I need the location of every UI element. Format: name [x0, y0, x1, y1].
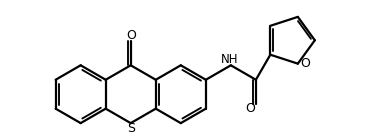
Text: O: O — [126, 29, 136, 42]
Text: S: S — [127, 122, 135, 135]
Text: O: O — [300, 57, 310, 70]
Text: NH: NH — [221, 53, 238, 66]
Text: O: O — [245, 102, 255, 116]
